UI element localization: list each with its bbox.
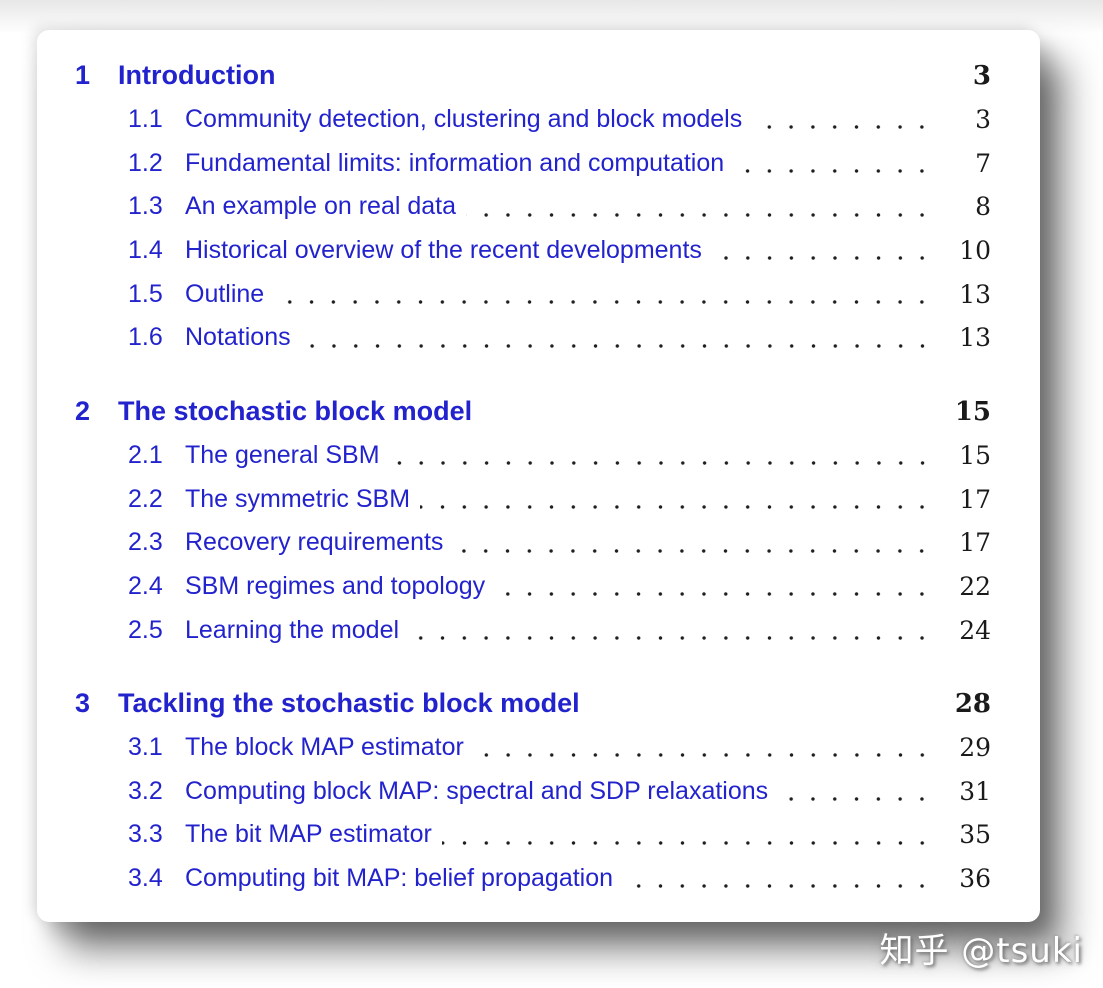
dot-leader	[473, 725, 933, 770]
section-title: Tackling the stochastic block model	[118, 688, 580, 719]
dot-leader	[778, 769, 933, 813]
toc-section-block: 1 Introduction 3 1.1 Community detection…	[75, 54, 991, 360]
section-title: Introduction	[118, 60, 276, 91]
entry-number: 3.4	[128, 864, 163, 893]
toc-entry-link[interactable]: 2.2 The symmetric SBM 17	[75, 477, 991, 521]
toc-section-heading-link[interactable]: 1 Introduction 3	[75, 54, 991, 98]
entry-title: Notations	[185, 323, 291, 352]
page-number: 35	[959, 820, 991, 850]
entry-number: 1.3	[128, 192, 163, 221]
section-number: 2	[75, 396, 91, 427]
dot-leader	[274, 272, 933, 317]
page-number: 36	[959, 864, 991, 894]
entry-number: 2.2	[128, 484, 163, 513]
entry-title: The symmetric SBM	[185, 484, 411, 513]
entry-title: The general SBM	[185, 440, 380, 469]
entry-title: Outline	[185, 279, 265, 308]
zhihu-watermark: 知乎 @tsuki	[879, 931, 1083, 971]
toc-section-block: 2 The stochastic block model 15 2.1 The …	[75, 390, 991, 652]
entry-number: 2.1	[128, 440, 163, 469]
entry-title: The block MAP estimator	[185, 732, 464, 761]
page-number: 3	[975, 105, 991, 135]
entry-number: 1.6	[128, 323, 163, 352]
entry-title: Computing bit MAP: belief propagation	[185, 864, 614, 893]
dot-leader	[453, 520, 933, 565]
entry-title: Learning the model	[185, 615, 400, 644]
toc-entry-link[interactable]: 1.3 An example on real data 8	[75, 185, 991, 229]
page-number: 15	[954, 396, 991, 427]
page-number: 24	[959, 615, 991, 645]
dot-leader	[623, 856, 933, 901]
page-number: 3	[972, 60, 991, 91]
entry-number: 1.1	[128, 105, 163, 134]
entry-title: SBM regimes and topology	[185, 571, 486, 600]
entry-title: An example on real data	[185, 192, 457, 221]
page-number: 7	[975, 148, 991, 178]
dot-leader	[420, 477, 933, 521]
toc-section-block: 3 Tackling the stochastic block model 28…	[75, 682, 991, 901]
toc-entry-link[interactable]: 2.5 Learning the model 24	[75, 608, 991, 652]
entry-number: 3.3	[128, 820, 163, 849]
toc-section-heading-link[interactable]: 3 Tackling the stochastic block model 28	[75, 682, 991, 726]
toc-page-card: 1 Introduction 3 1.1 Community detection…	[37, 30, 1040, 922]
entry-title: Recovery requirements	[185, 528, 444, 557]
section-title: The stochastic block model	[118, 396, 473, 427]
toc-entry-link[interactable]: 1.6 Notations 13	[75, 316, 991, 360]
page-number: 31	[959, 776, 991, 806]
toc-entry-link[interactable]: 1.5 Outline 13	[75, 272, 991, 317]
toc-entry-link[interactable]: 2.3 Recovery requirements 17	[75, 520, 991, 565]
toc-entry-link[interactable]: 1.1 Community detection, clustering and …	[75, 97, 991, 142]
dot-leader	[389, 433, 933, 478]
page-number: 22	[959, 571, 991, 601]
entry-number: 1.2	[128, 148, 163, 177]
dot-leader	[441, 813, 933, 857]
page-number: 15	[959, 440, 991, 470]
entry-number: 2.3	[128, 528, 163, 557]
entry-title: Fundamental limits: information and comp…	[185, 148, 725, 177]
page-number: 29	[959, 732, 991, 762]
entry-title: The bit MAP estimator	[185, 820, 432, 849]
section-number: 1	[75, 60, 91, 91]
page-number: 13	[959, 323, 991, 353]
toc-entry-link[interactable]: 2.1 The general SBM 15	[75, 433, 991, 478]
toc-entry-link[interactable]: 3.2 Computing block MAP: spectral and SD…	[75, 769, 991, 813]
toc-section-heading-link[interactable]: 2 The stochastic block model 15	[75, 390, 991, 434]
dot-leader	[734, 141, 933, 186]
section-number: 3	[75, 688, 91, 719]
dot-leader	[752, 97, 933, 142]
toc-entry-link[interactable]: 1.4 Historical overview of the recent de…	[75, 228, 991, 273]
toc-entry-link[interactable]: 1.2 Fundamental limits: information and …	[75, 141, 991, 186]
dot-leader	[409, 608, 933, 652]
page-number: 8	[975, 192, 991, 222]
entry-number: 3.2	[128, 776, 163, 805]
entry-number: 2.4	[128, 571, 163, 600]
toc-entry-link[interactable]: 3.1 The block MAP estimator 29	[75, 725, 991, 770]
toc-entry-link[interactable]: 2.4 SBM regimes and topology 22	[75, 564, 991, 609]
toc-entry-link[interactable]: 3.4 Computing bit MAP: belief propagatio…	[75, 856, 991, 901]
toc-entry-link[interactable]: 3.3 The bit MAP estimator 35	[75, 813, 991, 857]
entry-title: Computing block MAP: spectral and SDP re…	[185, 776, 769, 805]
entry-number: 1.5	[128, 279, 163, 308]
dot-leader	[300, 316, 933, 360]
entry-number: 1.4	[128, 236, 163, 265]
dot-leader	[711, 228, 933, 273]
page-number: 28	[954, 688, 991, 719]
page-number: 13	[959, 279, 991, 309]
page-number: 17	[959, 484, 991, 514]
dot-leader	[495, 564, 933, 609]
entry-title: Historical overview of the recent develo…	[185, 236, 702, 265]
page-number: 10	[959, 236, 991, 266]
entry-title: Community detection, clustering and bloc…	[185, 105, 743, 134]
entry-number: 2.5	[128, 615, 163, 644]
dot-leader	[466, 185, 933, 229]
page-top-fade	[0, 0, 1103, 34]
entry-number: 3.1	[128, 732, 163, 761]
page-number: 17	[959, 528, 991, 558]
